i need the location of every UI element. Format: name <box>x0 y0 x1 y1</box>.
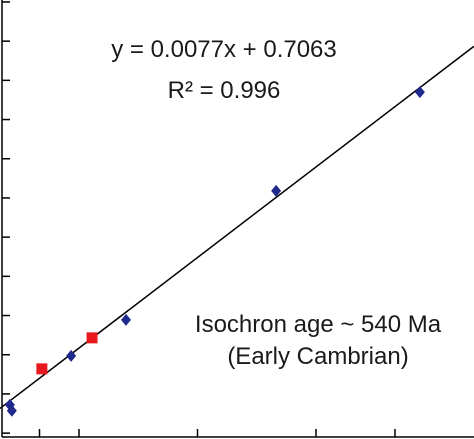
point <box>66 349 77 362</box>
point <box>271 184 282 197</box>
point <box>121 313 132 326</box>
r-squared: R² = 0.996 <box>168 77 281 104</box>
point <box>86 332 98 344</box>
equation: y = 0.0077x + 0.7063 <box>111 36 337 63</box>
point <box>36 363 48 375</box>
period-note: (Early Cambrian) <box>227 343 408 370</box>
trend-line <box>0 45 474 410</box>
point <box>6 404 17 417</box>
age-note: Isochron age ~ 540 Ma <box>195 311 442 338</box>
point <box>414 86 425 99</box>
